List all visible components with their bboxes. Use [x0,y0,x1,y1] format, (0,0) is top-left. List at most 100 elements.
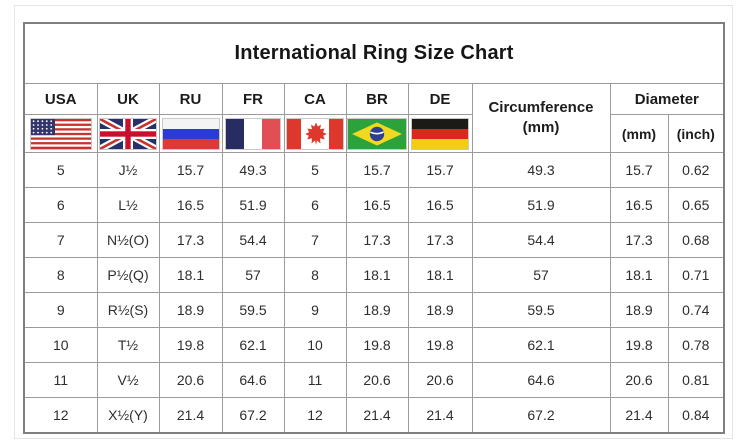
cell-ca: 12 [283,397,347,434]
cell-circumference: 54.4 [471,222,611,258]
cell-usa: 9 [23,292,98,328]
cell-uk: P½(Q) [96,257,160,293]
cell-usa: 8 [23,257,98,293]
cell-uk: L½ [96,187,160,223]
cell-diameter-inch: 0.78 [667,327,725,363]
header-ru: RU [158,83,223,115]
cell-de: 16.5 [407,187,473,223]
cell-circumference: 59.5 [471,292,611,328]
cell-fr: 62.1 [221,327,285,363]
cell-usa: 5 [23,152,98,188]
cell-ru: 21.4 [158,397,223,434]
cell-uk: T½ [96,327,160,363]
cell-circumference: 64.6 [471,362,611,398]
diameter-unit-inch: (inch) [667,114,725,153]
cell-diameter-mm: 17.3 [609,222,669,258]
cell-diameter-inch: 0.74 [667,292,725,328]
table-row: 6 L½ 16.5 51.9 6 16.5 16.5 51.9 16.5 0.6… [23,187,725,223]
cell-diameter-mm: 15.7 [609,152,669,188]
cell-uk: J½ [96,152,160,188]
cell-fr: 64.6 [221,362,285,398]
cell-ca: 7 [283,222,347,258]
table-row: 12 X½(Y) 21.4 67.2 12 21.4 21.4 67.2 21.… [23,397,725,434]
cell-uk: N½(O) [96,222,160,258]
cell-de: 21.4 [407,397,473,434]
header-de: DE [407,83,473,115]
cell-ca: 6 [283,187,347,223]
cell-diameter-mm: 20.6 [609,362,669,398]
header-circumference: Circumference (mm) [471,83,611,153]
ring-size-table: International Ring Size Chart USA UK RU … [23,22,726,434]
cell-br: 18.9 [345,292,409,328]
circumference-label: Circumference [488,98,594,116]
cell-circumference: 49.3 [471,152,611,188]
header-br: BR [345,83,409,115]
cell-de: 17.3 [407,222,473,258]
header-ca: CA [283,83,347,115]
cell-ru: 16.5 [158,187,223,223]
cell-circumference: 51.9 [471,187,611,223]
cell-diameter-mm: 18.9 [609,292,669,328]
cell-ca: 9 [283,292,347,328]
table-row: 11 V½ 20.6 64.6 11 20.6 20.6 64.6 20.6 0… [23,362,725,398]
cell-uk: V½ [96,362,160,398]
cell-circumference: 67.2 [471,397,611,434]
cell-br: 19.8 [345,327,409,363]
cell-circumference: 62.1 [471,327,611,363]
cell-de: 18.1 [407,257,473,293]
usa-flag-icon [29,117,92,150]
cell-diameter-mm: 21.4 [609,397,669,434]
cell-usa: 7 [23,222,98,258]
table-row: 9 R½(S) 18.9 59.5 9 18.9 18.9 59.5 18.9 … [23,292,725,328]
ru-flag-icon [161,117,220,150]
cell-fr: 57 [221,257,285,293]
cell-diameter-inch: 0.62 [667,152,725,188]
cell-br: 20.6 [345,362,409,398]
cell-de: 18.9 [407,292,473,328]
cell-diameter-inch: 0.84 [667,397,725,434]
cell-fr: 49.3 [221,152,285,188]
cell-fr: 54.4 [221,222,285,258]
cell-br: 21.4 [345,397,409,434]
uk-flag-icon [99,117,157,150]
table-row: 5 J½ 15.7 49.3 5 15.7 15.7 49.3 15.7 0.6… [23,152,725,188]
cell-usa: 10 [23,327,98,363]
cell-br: 16.5 [345,187,409,223]
header-usa: USA [23,83,98,115]
cell-diameter-inch: 0.81 [667,362,725,398]
cell-ca: 10 [283,327,347,363]
table-row: 7 N½(O) 17.3 54.4 7 17.3 17.3 54.4 17.3 … [23,222,725,258]
cell-circumference: 57 [471,257,611,293]
header-fr: FR [221,83,285,115]
cell-fr: 67.2 [221,397,285,434]
title-row: International Ring Size Chart [23,22,725,84]
cell-de: 15.7 [407,152,473,188]
cell-br: 17.3 [345,222,409,258]
cell-ca: 11 [283,362,347,398]
cell-ca: 8 [283,257,347,293]
diameter-unit-mm: (mm) [609,114,669,153]
cell-de: 20.6 [407,362,473,398]
header-diameter: Diameter [609,83,725,115]
cell-diameter-mm: 16.5 [609,187,669,223]
cell-ca: 5 [283,152,347,188]
fr-flag-icon [225,117,281,150]
cell-de: 19.8 [407,327,473,363]
cell-usa: 6 [23,187,98,223]
cell-uk: R½(S) [96,292,160,328]
page-title: International Ring Size Chart [234,42,514,64]
cell-fr: 51.9 [221,187,285,223]
cell-br: 18.1 [345,257,409,293]
cell-br: 15.7 [345,152,409,188]
cell-ru: 20.6 [158,362,223,398]
cell-diameter-mm: 18.1 [609,257,669,293]
cell-ru: 19.8 [158,327,223,363]
table-row: 10 T½ 19.8 62.1 10 19.8 19.8 62.1 19.8 0… [23,327,725,363]
cell-usa: 12 [23,397,98,434]
cell-ru: 18.9 [158,292,223,328]
de-flag-icon [411,117,469,150]
header-codes-row: USA UK RU FR CA BR DE Circumference (mm)… [23,83,725,153]
cell-diameter-inch: 0.71 [667,257,725,293]
cell-diameter-mm: 19.8 [609,327,669,363]
cell-usa: 11 [23,362,98,398]
